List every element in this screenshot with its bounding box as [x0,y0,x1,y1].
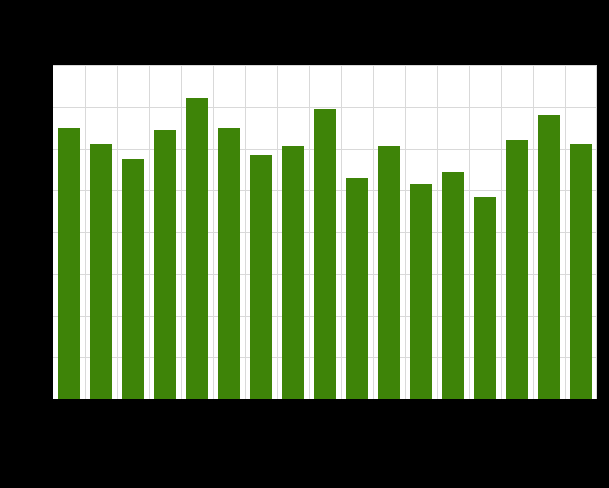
vertical-gridline [213,65,214,399]
bar [281,146,305,399]
vertical-gridline [533,65,534,399]
vertical-gridline [245,65,246,399]
bar [569,144,593,399]
bar [217,127,241,399]
horizontal-gridline [53,107,597,108]
vertical-gridline [501,65,502,399]
bar [153,129,177,399]
bar [89,144,113,399]
vertical-gridline [565,65,566,399]
vertical-gridline [117,65,118,399]
bar [249,154,273,399]
bar [377,146,401,399]
vertical-gridline [85,65,86,399]
vertical-gridline [469,65,470,399]
vertical-gridline [277,65,278,399]
bar [57,127,81,399]
vertical-gridline [341,65,342,399]
vertical-gridline [405,65,406,399]
bar [505,140,529,399]
plot-area [53,65,597,399]
bar [473,196,497,399]
vertical-gridline [437,65,438,399]
vertical-gridline [373,65,374,399]
vertical-gridline [309,65,310,399]
horizontal-gridline [53,65,597,66]
vertical-gridline [596,65,597,399]
bar [409,184,433,399]
vertical-gridline [149,65,150,399]
bar [537,115,561,399]
bar [185,98,209,399]
vertical-gridline [181,65,182,399]
bar [345,177,369,399]
bar [313,108,337,399]
bar [441,171,465,399]
bar [121,158,145,399]
